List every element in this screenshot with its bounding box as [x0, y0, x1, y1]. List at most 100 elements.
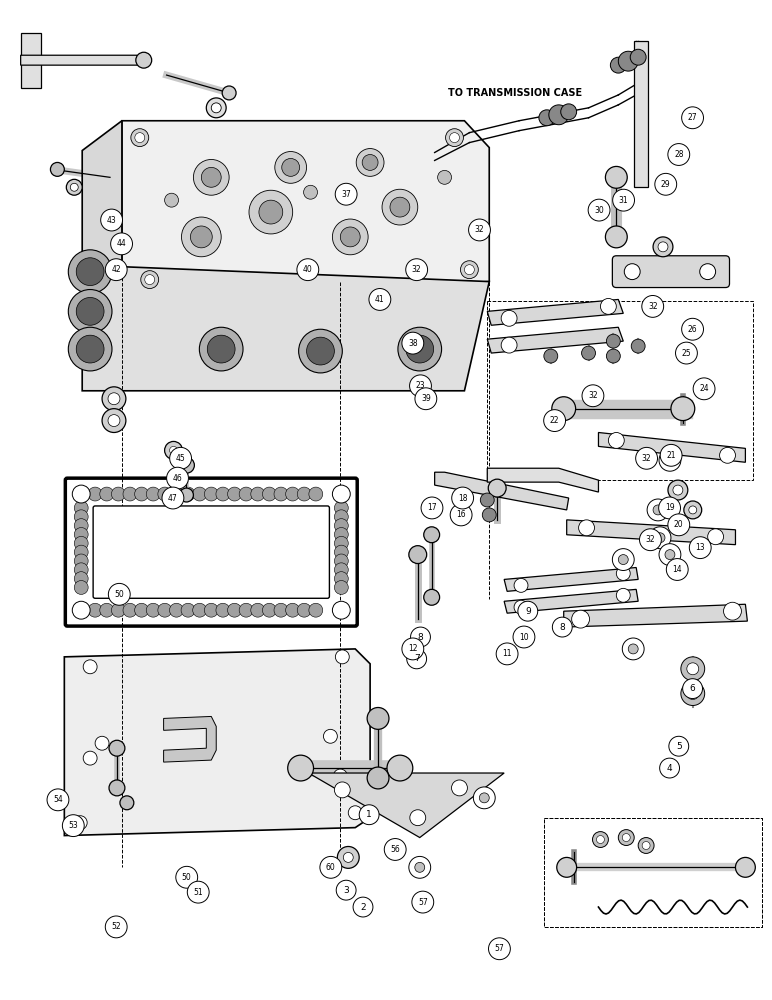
Circle shape [460, 261, 479, 279]
Circle shape [297, 487, 311, 501]
Circle shape [606, 349, 620, 363]
Polygon shape [504, 589, 638, 613]
Text: 32: 32 [648, 302, 658, 311]
Circle shape [73, 485, 90, 503]
Circle shape [74, 545, 88, 559]
Text: 26: 26 [688, 325, 697, 334]
Text: TO TRANSMISSION CASE: TO TRANSMISSION CASE [448, 88, 581, 98]
Text: 10: 10 [519, 633, 529, 642]
Circle shape [100, 487, 113, 501]
Circle shape [421, 497, 443, 519]
FancyBboxPatch shape [93, 506, 330, 598]
Text: 9: 9 [525, 607, 530, 616]
Circle shape [597, 836, 604, 844]
Circle shape [689, 506, 697, 514]
Circle shape [334, 501, 348, 515]
Circle shape [630, 49, 646, 65]
Circle shape [262, 603, 276, 617]
Circle shape [134, 603, 148, 617]
Polygon shape [64, 649, 370, 836]
Circle shape [625, 264, 640, 280]
Circle shape [611, 57, 626, 73]
Circle shape [480, 493, 494, 507]
Circle shape [74, 572, 88, 586]
Circle shape [109, 740, 125, 756]
Polygon shape [564, 604, 747, 627]
Circle shape [68, 327, 112, 371]
Text: 23: 23 [415, 381, 425, 390]
Polygon shape [504, 568, 638, 591]
Circle shape [628, 644, 638, 654]
Circle shape [557, 857, 577, 877]
Circle shape [68, 290, 112, 333]
Circle shape [398, 327, 442, 371]
Circle shape [668, 514, 689, 536]
Circle shape [608, 432, 625, 448]
Circle shape [157, 603, 171, 617]
Circle shape [262, 487, 276, 501]
Text: 47: 47 [168, 494, 178, 503]
Circle shape [415, 388, 437, 410]
Text: 51: 51 [194, 888, 203, 897]
Text: 54: 54 [53, 795, 63, 804]
Circle shape [631, 339, 645, 353]
Circle shape [297, 603, 311, 617]
Circle shape [348, 806, 362, 820]
Circle shape [222, 86, 236, 100]
Circle shape [141, 271, 159, 289]
Circle shape [297, 259, 319, 281]
Circle shape [606, 334, 620, 348]
Circle shape [445, 129, 463, 147]
Polygon shape [435, 472, 569, 510]
Circle shape [356, 149, 384, 176]
Circle shape [286, 603, 300, 617]
Text: 4: 4 [667, 764, 672, 773]
Polygon shape [487, 327, 623, 353]
Polygon shape [635, 41, 648, 187]
Circle shape [208, 335, 235, 363]
Circle shape [496, 643, 518, 665]
Circle shape [344, 852, 354, 862]
Circle shape [337, 846, 359, 868]
Circle shape [47, 789, 69, 811]
Text: 46: 46 [173, 474, 182, 483]
Circle shape [409, 546, 427, 564]
Text: 32: 32 [588, 391, 598, 400]
Text: 31: 31 [619, 196, 628, 205]
Text: 37: 37 [341, 190, 351, 199]
Circle shape [334, 782, 350, 798]
Circle shape [333, 485, 350, 503]
Circle shape [665, 550, 675, 560]
Circle shape [216, 603, 230, 617]
FancyBboxPatch shape [612, 256, 730, 288]
Circle shape [605, 226, 628, 248]
Text: 19: 19 [665, 503, 675, 512]
Circle shape [181, 217, 222, 257]
Circle shape [191, 226, 212, 248]
Circle shape [50, 162, 64, 176]
Text: 3: 3 [344, 886, 349, 895]
Circle shape [188, 881, 209, 903]
Circle shape [88, 487, 102, 501]
Text: 24: 24 [699, 384, 709, 393]
Text: 2: 2 [361, 903, 366, 912]
Circle shape [74, 536, 88, 550]
Circle shape [337, 880, 356, 900]
Circle shape [66, 179, 82, 195]
Circle shape [323, 729, 337, 743]
Circle shape [682, 318, 703, 340]
Circle shape [635, 447, 658, 469]
Circle shape [666, 559, 688, 580]
Circle shape [382, 189, 418, 225]
Circle shape [639, 529, 662, 551]
Circle shape [162, 487, 184, 509]
Circle shape [205, 603, 218, 617]
Circle shape [653, 505, 663, 515]
Circle shape [228, 603, 242, 617]
Circle shape [306, 337, 334, 365]
Circle shape [111, 603, 125, 617]
Circle shape [239, 603, 253, 617]
Circle shape [659, 497, 680, 519]
Circle shape [479, 793, 489, 803]
Circle shape [424, 527, 439, 543]
